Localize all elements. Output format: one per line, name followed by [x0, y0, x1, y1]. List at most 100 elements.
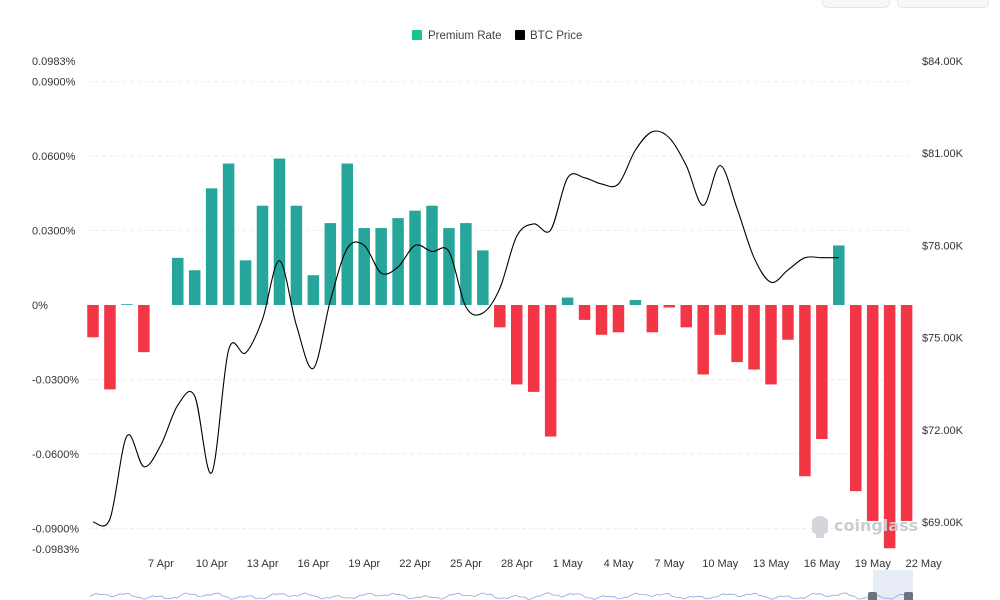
x-tick-label: 4 May [604, 558, 634, 570]
x-tick-label: 7 May [654, 558, 684, 570]
x-tick-label: 22 Apr [399, 558, 431, 570]
left-tick-label: 0.0300% [32, 226, 76, 238]
premium-rate-bar[interactable] [646, 305, 659, 333]
premium-rate-bar[interactable] [172, 257, 184, 305]
left-tick-label: 0.0983% [32, 56, 76, 68]
premium-rate-bar[interactable] [494, 305, 506, 328]
premium-rate-bar[interactable] [290, 205, 303, 305]
premium-rate-bar[interactable] [900, 305, 913, 521]
premium-rate-bar[interactable] [104, 305, 116, 390]
premium-rate-bar[interactable] [816, 305, 828, 440]
x-tick-label: 13 May [753, 558, 790, 570]
premium-rate-bar[interactable] [222, 163, 235, 305]
premium-rate-bar[interactable] [663, 305, 676, 308]
x-tick-label: 16 Apr [298, 558, 330, 570]
premium-rate-bar[interactable] [544, 305, 557, 437]
x-tick-label: 19 May [855, 558, 892, 570]
premium-rate-bar[interactable] [629, 300, 642, 305]
premium-rate-bar[interactable] [375, 228, 387, 305]
premium-rate-bars [87, 158, 913, 549]
premium-rate-bar[interactable] [765, 305, 777, 385]
premium-rate-bar[interactable] [121, 304, 133, 305]
premium-rate-bar[interactable] [358, 228, 370, 305]
x-axis: 7 Apr 10 Apr 13 Apr 16 Apr 19 Apr 22 Apr 25 Ap… [148, 558, 942, 570]
range-navigator[interactable] [89, 570, 913, 600]
legend-label-btc-price: BTC Price [530, 30, 582, 42]
watermark-text: coinglass [834, 516, 918, 535]
right-tick-label: $72.00K [922, 425, 964, 437]
premium-rate-bar[interactable] [748, 305, 760, 370]
premium-rate-bar[interactable] [307, 275, 320, 305]
legend-swatch-btc-price [515, 30, 525, 40]
left-tick-label: -0.0300% [32, 374, 79, 386]
premium-rate-bar[interactable] [188, 270, 201, 305]
legend-label-premium-rate: Premium Rate [428, 30, 502, 42]
right-tick-label: $75.00K [922, 333, 964, 345]
right-tick-label: $78.00K [922, 240, 964, 252]
premium-rate-bar[interactable] [409, 210, 421, 305]
premium-rate-bar[interactable] [443, 228, 455, 305]
premium-rate-bar[interactable] [799, 305, 811, 477]
btc-price-line [92, 130, 839, 527]
premium-rate-bar[interactable] [866, 305, 879, 521]
premium-rate-bar[interactable] [256, 205, 269, 305]
legend: Premium Rate BTC Price [412, 30, 582, 42]
x-tick-label: 25 Apr [450, 558, 482, 570]
left-tick-label: 0.0900% [32, 77, 76, 89]
premium-rate-bar[interactable] [205, 188, 218, 305]
premium-rate-bar[interactable] [273, 158, 286, 305]
premium-rate-bar[interactable] [392, 218, 404, 305]
left-tick-label: -0.0983% [32, 544, 79, 556]
premium-rate-bar[interactable] [697, 305, 709, 375]
premium-rate-bar[interactable] [833, 245, 845, 305]
premium-rate-bar[interactable] [714, 305, 726, 335]
premium-rate-bar[interactable] [477, 250, 489, 305]
right-tick-label: $84.00K [922, 56, 964, 68]
x-tick-label: 28 Apr [501, 558, 533, 570]
right-tick-label: $69.00K [922, 517, 964, 529]
x-tick-label: 10 May [702, 558, 739, 570]
premium-rate-bar[interactable] [511, 305, 523, 385]
toolbar-button-left[interactable] [822, 0, 890, 8]
coinglass-logo-icon [812, 516, 828, 538]
premium-rate-bar[interactable] [561, 297, 574, 305]
legend-item-premium-rate[interactable]: Premium Rate [412, 30, 502, 42]
x-tick-label: 13 Apr [247, 558, 279, 570]
watermark: coinglass [812, 516, 918, 538]
x-tick-label: 22 May [906, 558, 943, 570]
left-tick-label: 0.0600% [32, 151, 76, 163]
right-axis: $84.00K $81.00K $78.00K $75.00K $72.00K $69.0… [922, 56, 964, 529]
premium-rate-bar[interactable] [731, 305, 743, 363]
toolbar-button-right[interactable] [897, 0, 989, 8]
left-tick-label: 0% [32, 300, 48, 312]
left-tick-label: -0.0600% [32, 449, 79, 461]
x-tick-label: 16 May [804, 558, 841, 570]
premium-rate-bar[interactable] [782, 305, 794, 340]
premium-rate-bar[interactable] [138, 305, 150, 353]
legend-item-btc-price[interactable]: BTC Price [515, 30, 582, 42]
premium-rate-bar[interactable] [680, 305, 693, 328]
premium-rate-bar[interactable] [426, 205, 438, 305]
premium-rate-bar[interactable] [239, 260, 252, 305]
right-tick-label: $81.00K [922, 148, 964, 160]
premium-rate-bar[interactable] [883, 305, 896, 549]
premium-rate-bar[interactable] [341, 163, 354, 305]
premium-rate-bar[interactable] [460, 223, 472, 305]
premium-rate-bar[interactable] [595, 305, 608, 335]
x-tick-label: 1 May [553, 558, 583, 570]
left-tick-label: -0.0900% [32, 523, 79, 535]
legend-swatch-premium-rate [412, 30, 422, 40]
premium-rate-bar[interactable] [612, 305, 625, 333]
left-axis: 0.0983% 0.0900% 0.0600% 0.0300% 0% -0.0300% -0… [32, 56, 79, 556]
premium-rate-bar[interactable] [324, 223, 337, 305]
navigator-handle-left[interactable] [868, 592, 877, 600]
x-tick-label: 19 Apr [348, 558, 380, 570]
premium-rate-bar[interactable] [87, 305, 99, 338]
navigator-handle-right[interactable] [904, 592, 913, 600]
x-tick-label: 10 Apr [196, 558, 228, 570]
premium-rate-bar[interactable] [850, 305, 862, 492]
premium-rate-bar[interactable] [527, 305, 540, 392]
x-tick-label: 7 Apr [148, 558, 174, 570]
premium-rate-bar[interactable] [578, 305, 591, 320]
